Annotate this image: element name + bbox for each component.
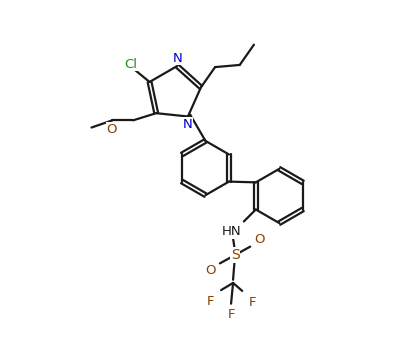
Text: Cl: Cl (124, 58, 137, 71)
Text: N: N (172, 51, 182, 64)
Text: HN: HN (222, 225, 242, 238)
Text: S: S (231, 248, 239, 262)
Text: O: O (255, 233, 265, 246)
Text: F: F (227, 308, 235, 321)
Text: F: F (207, 295, 215, 308)
Text: F: F (249, 296, 257, 309)
Text: O: O (106, 122, 117, 136)
Text: O: O (205, 264, 215, 276)
Text: N: N (183, 118, 193, 131)
